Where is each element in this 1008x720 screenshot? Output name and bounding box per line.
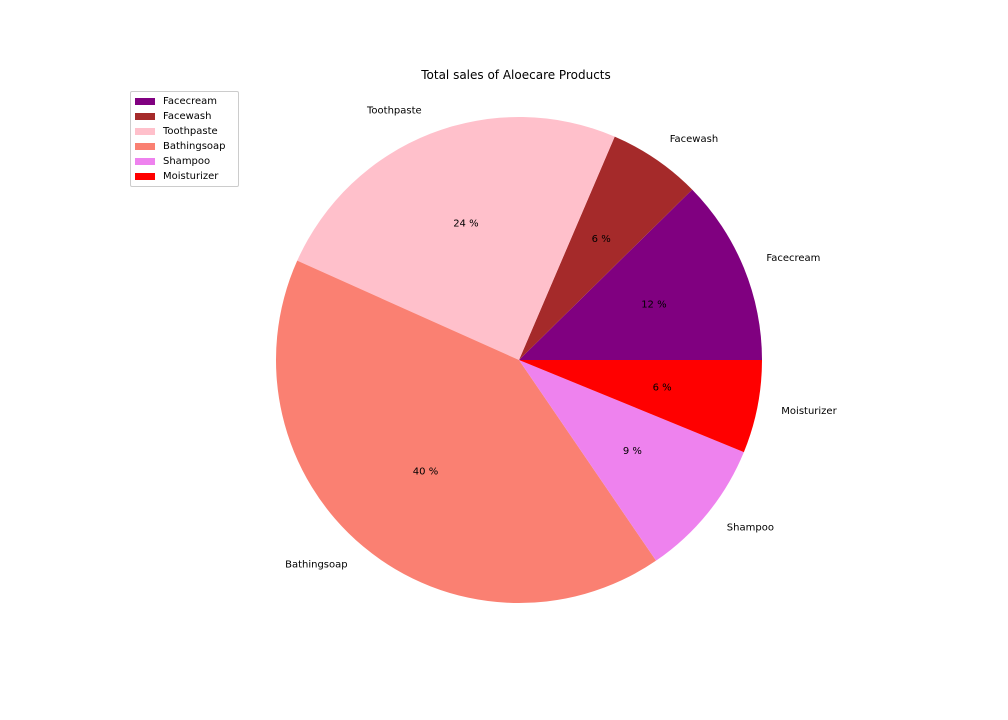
category-label-facecream: Facecream [766,253,820,264]
legend-label: Facewash [163,111,212,122]
legend-label: Shampoo [163,156,211,167]
legend-item-facecream: Facecream [135,94,226,109]
legend-label: Bathingsoap [163,141,226,152]
pie-slice-shampoo [519,360,744,561]
percent-label-bathingsoap: 40 % [413,466,438,477]
legend-item-facewash: Facewash [135,109,226,124]
legend: Facecream Facewash Toothpaste Bathingsoap Sh… [130,91,239,187]
percent-labels: 12 % 6 % 24 % 40 % 9 % 6 % [413,219,672,478]
category-label-toothpaste: Toothpaste [366,106,422,117]
percent-label-moisturizer: 6 % [653,383,672,394]
chart-title: Total sales of Aloecare Products [420,68,611,82]
percent-label-shampoo: 9 % [623,446,642,457]
legend-label: Toothpaste [163,126,218,137]
legend-item-moisturizer: Moisturizer [135,169,226,184]
legend-label: Facecream [163,96,218,107]
category-label-moisturizer: Moisturizer [781,406,837,417]
legend-swatch [135,98,155,105]
legend-item-toothpaste: Toothpaste [135,124,226,139]
percent-label-toothpaste: 24 % [453,219,478,230]
category-label-shampoo: Shampoo [727,523,774,534]
pie-slice-facewash [519,136,693,360]
legend-swatch [135,173,155,180]
pie-slice-bathingsoap [275,260,657,604]
pie-slice-facecream [519,189,762,360]
legend-item-shampoo: Shampoo [135,154,226,169]
legend-swatch [135,128,155,135]
category-label-facewash: Facewash [670,134,718,145]
legend-swatch [135,113,155,120]
percent-label-facewash: 6 % [592,234,611,245]
legend-swatch [135,158,155,165]
pie-slice-toothpaste [297,116,615,360]
category-labels: Facecream Facewash Toothpaste Bathingsoap Sh… [285,106,837,571]
category-label-bathingsoap: Bathingsoap [285,560,348,571]
legend-swatch [135,143,155,150]
pie-slices [275,116,762,604]
legend-label: Moisturizer [163,171,219,182]
percent-label-facecream: 12 % [641,299,666,310]
legend-item-bathingsoap: Bathingsoap [135,139,226,154]
pie-slice-moisturizer [519,360,762,453]
